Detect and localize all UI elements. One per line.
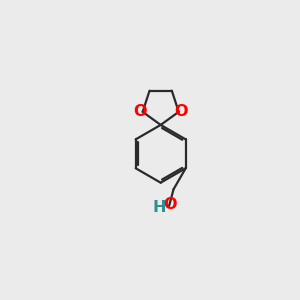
Text: O: O	[164, 197, 177, 212]
Text: H: H	[153, 200, 166, 214]
Text: O: O	[174, 104, 188, 119]
Text: O: O	[134, 104, 147, 119]
